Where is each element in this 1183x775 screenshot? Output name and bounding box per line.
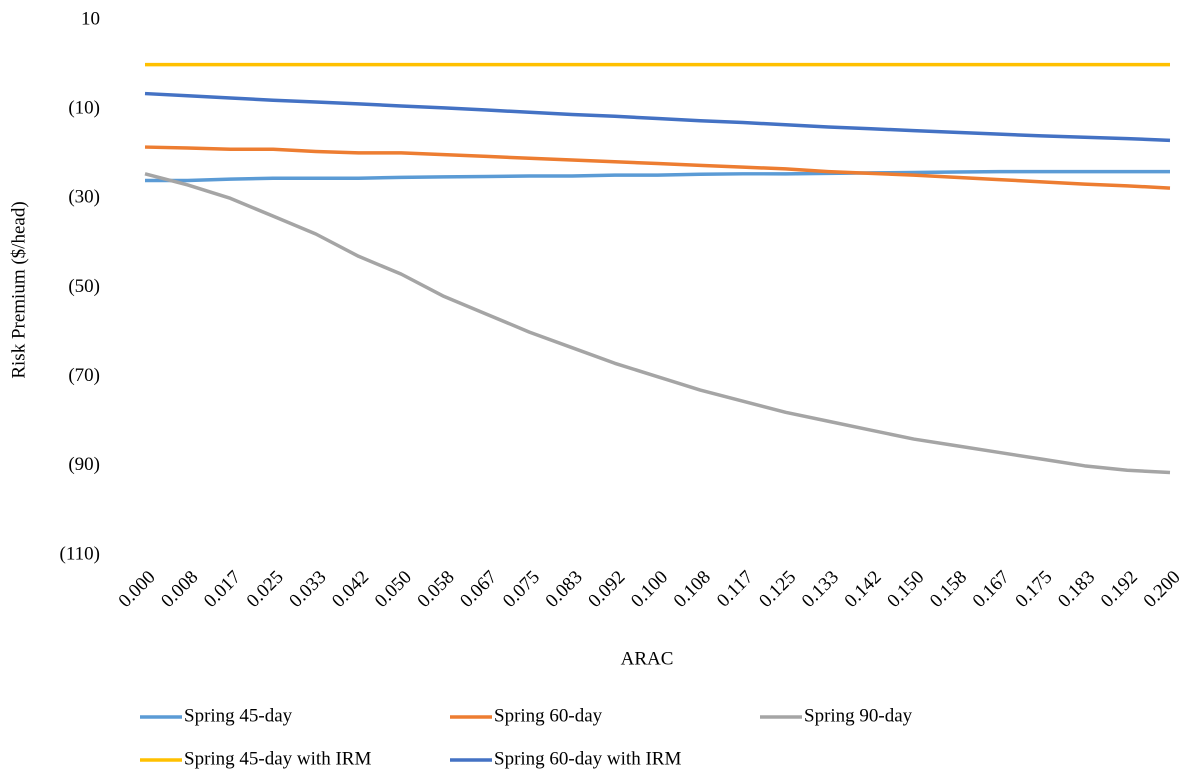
legend-label: Spring 60-day with IRM bbox=[494, 748, 681, 769]
y-tick-label: (110) bbox=[60, 543, 100, 564]
series-line bbox=[144, 91, 1171, 143]
x-tick-label: 0.192 bbox=[1097, 567, 1142, 612]
x-tick-label: 0.158 bbox=[926, 567, 971, 612]
x-tick-label: 0.017 bbox=[200, 567, 245, 612]
x-tick-label: 0.008 bbox=[157, 567, 202, 612]
x-tick-label: 0.092 bbox=[584, 567, 629, 612]
x-tick-label: 0.000 bbox=[115, 567, 160, 612]
x-tick-label: 0.117 bbox=[713, 567, 758, 612]
x-tick-label: 0.025 bbox=[243, 567, 288, 612]
x-tick-label: 0.042 bbox=[328, 567, 373, 612]
x-tick-label: 0.058 bbox=[413, 567, 458, 612]
series-line bbox=[145, 169, 1170, 183]
x-tick-label: 0.167 bbox=[969, 567, 1014, 612]
y-tick-label: (10) bbox=[68, 98, 100, 119]
legend-label: Spring 45-day bbox=[184, 705, 293, 726]
y-tick-label: (30) bbox=[68, 187, 100, 208]
legend-label: Spring 90-day bbox=[804, 705, 913, 726]
legend-label: Spring 60-day bbox=[494, 705, 603, 726]
legend-label: Spring 45-day with IRM bbox=[184, 748, 371, 769]
y-tick-label: 10 bbox=[81, 8, 100, 29]
x-tick-label: 0.175 bbox=[1011, 567, 1056, 612]
x-tick-label: 0.033 bbox=[285, 567, 330, 612]
x-tick-label: 0.183 bbox=[1054, 567, 1099, 612]
x-tick-label: 0.050 bbox=[371, 567, 416, 612]
y-axis-title: Risk Premium ($/head) bbox=[8, 201, 29, 378]
x-tick-label: 0.075 bbox=[499, 567, 544, 612]
series-line bbox=[144, 172, 1171, 475]
x-tick-label: 0.108 bbox=[670, 567, 715, 612]
x-tick-label: 0.133 bbox=[798, 567, 843, 612]
y-tick-label: (50) bbox=[68, 276, 100, 297]
x-axis-title: ARAC bbox=[621, 648, 674, 669]
x-tick-label: 0.125 bbox=[755, 567, 800, 612]
x-tick-label: 0.142 bbox=[841, 567, 886, 612]
y-tick-label: (70) bbox=[68, 365, 100, 386]
x-tick-label: 0.100 bbox=[627, 567, 672, 612]
x-tick-label: 0.150 bbox=[883, 567, 928, 612]
series-line bbox=[144, 145, 1171, 190]
x-tick-label: 0.200 bbox=[1140, 567, 1183, 612]
x-tick-label: 0.067 bbox=[456, 567, 501, 612]
x-tick-label: 0.083 bbox=[542, 567, 587, 612]
y-tick-label: (90) bbox=[68, 454, 100, 475]
